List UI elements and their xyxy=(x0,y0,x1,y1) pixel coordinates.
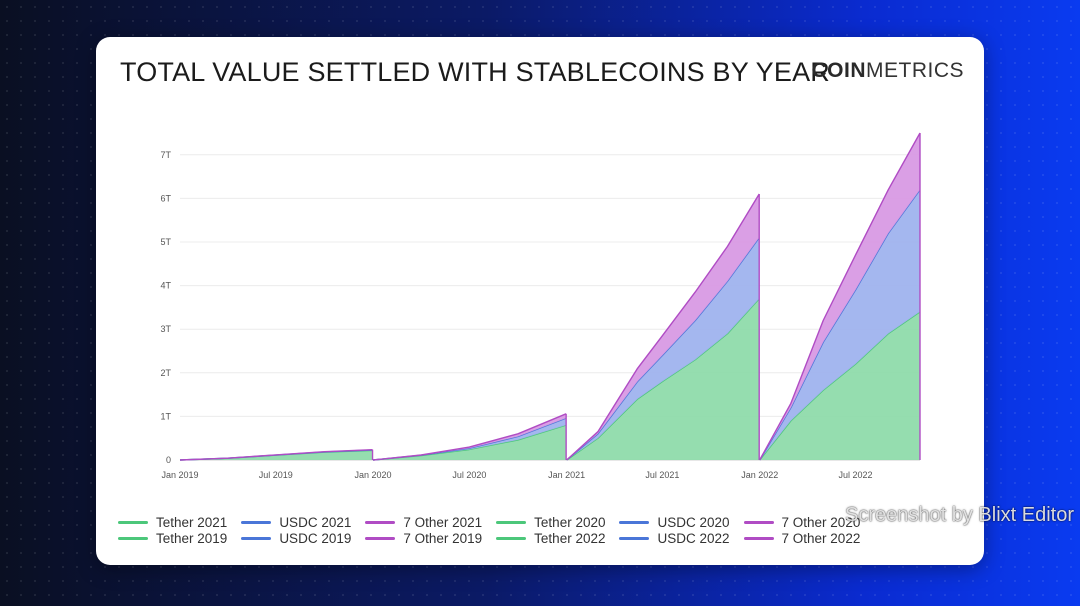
x-tick-label: Jul 2019 xyxy=(259,470,293,480)
brand-logo-bold: COIN xyxy=(811,59,866,82)
x-tick-label: Jul 2022 xyxy=(838,470,872,480)
legend-label: USDC 2019 xyxy=(279,531,352,546)
legend-label: 7 Other 2021 xyxy=(403,515,483,530)
legend-label: 7 Other 2019 xyxy=(403,531,483,546)
x-tick-label: Jul 2021 xyxy=(645,470,679,480)
legend-item: 7 Other 2021 xyxy=(365,515,482,530)
chart-title: TOTAL VALUE SETTLED WITH STABLECOINS BY … xyxy=(120,57,830,87)
legend-swatch xyxy=(241,521,272,524)
y-tick-label: 7T xyxy=(160,150,171,160)
legend-label: 7 Other 2020 xyxy=(781,515,861,530)
legend-swatch xyxy=(365,521,396,524)
legend-item: USDC 2021 xyxy=(241,515,351,530)
y-tick-label: 2T xyxy=(160,368,171,378)
y-tick-label: 5T xyxy=(160,237,171,247)
legend-label: Tether 2021 xyxy=(156,515,228,530)
legend-swatch xyxy=(619,537,650,540)
legend-item: Tether 2022 xyxy=(496,531,605,546)
y-tick-label: 3T xyxy=(160,324,171,334)
stacked-area-chart: 0 1T 2T 3T 4T 5T 6T 7T Jan 2019 Jul 2019 Jan 2020 J… xyxy=(160,132,921,480)
x-tick-label: Jan 2020 xyxy=(355,470,392,480)
legend-item: USDC 2019 xyxy=(241,531,351,546)
area-7-other-2022 xyxy=(759,133,920,460)
legend-label: USDC 2022 xyxy=(657,531,730,546)
legend-item: 7 Other 2022 xyxy=(743,531,861,546)
y-tick-label: 4T xyxy=(160,281,171,291)
line-7-other-2022 xyxy=(759,132,921,461)
area-tether-2022 xyxy=(759,311,920,460)
legend-swatch xyxy=(241,537,272,540)
y-tick-label: 6T xyxy=(160,193,171,203)
line-7-other-2019 xyxy=(179,449,373,461)
x-tick-label: Jul 2020 xyxy=(452,470,486,480)
y-tick-label: 1T xyxy=(160,411,171,421)
area-usdc-2022 xyxy=(759,189,920,460)
legend-swatch xyxy=(118,537,148,540)
legend-item: 7 Other 2020 xyxy=(743,515,861,530)
y-tick-label: 0 xyxy=(166,455,171,465)
legend-swatch xyxy=(496,537,527,540)
legend-swatch xyxy=(496,521,527,524)
legend-swatch xyxy=(365,537,396,540)
legend-item: USDC 2022 xyxy=(619,531,730,546)
brand-logo: COINMETRICS xyxy=(812,59,965,83)
legend-item: Tether 2020 xyxy=(496,515,605,530)
legend-item: USDC 2020 xyxy=(619,515,730,530)
area-tether-2021 xyxy=(566,298,760,460)
legend-item: Tether 2021 xyxy=(118,515,227,530)
brand-logo-light: METRICS xyxy=(866,59,964,82)
line-7-other-2020 xyxy=(373,413,567,461)
x-tick-label: Jan 2022 xyxy=(741,470,778,480)
legend-swatch xyxy=(743,521,774,524)
legend-label: Tether 2022 xyxy=(534,531,606,546)
chart-legend: Tether 2021 USDC 2021 7 Other 2021 Tether 2… xyxy=(118,515,978,546)
watermark-text: Screenshot by Blixt Editor xyxy=(845,504,1074,526)
legend-swatch xyxy=(619,521,650,524)
legend-label: Tether 2019 xyxy=(156,531,228,546)
legend-item: 7 Other 2019 xyxy=(365,531,482,546)
area-tether-2020 xyxy=(373,425,567,460)
x-tick-label: Jan 2021 xyxy=(548,470,585,480)
legend-swatch xyxy=(118,521,148,524)
legend-label: USDC 2021 xyxy=(279,515,352,530)
legend-label: Tether 2020 xyxy=(534,515,606,530)
chart-card: TOTAL VALUE SETTLED WITH STABLECOINS BY … xyxy=(96,37,984,565)
legend-swatch xyxy=(743,537,774,540)
legend-item: Tether 2019 xyxy=(118,531,227,546)
x-tick-label: Jan 2019 xyxy=(161,470,198,480)
legend-label: 7 Other 2022 xyxy=(781,531,861,546)
line-7-other-2021 xyxy=(566,193,760,461)
legend-label: USDC 2020 xyxy=(657,515,730,530)
